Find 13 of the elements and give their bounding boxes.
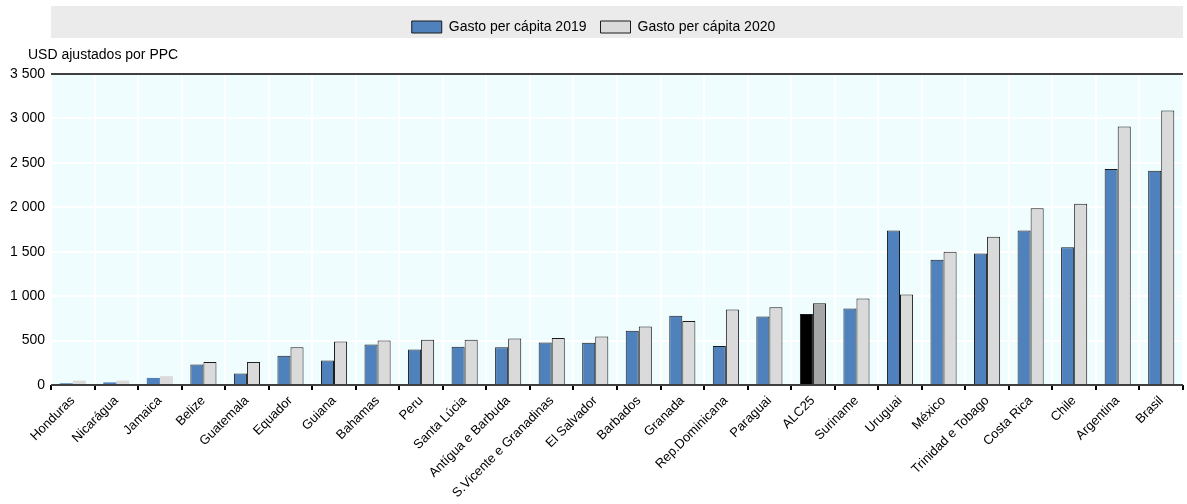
y-tick-label: 3 000 [9,109,46,126]
y-tick-label: 2 000 [9,198,46,215]
y-tick-label: 0 [37,375,46,392]
y-tick-label: 3 500 [9,64,46,81]
y-axis-title: USD ajustados por PPC [28,45,179,62]
y-tick-label: 1 500 [9,242,46,259]
legend-label: Gasto per cápita 2020 [637,17,776,34]
legend-label: Gasto per cápita 2019 [448,17,587,34]
y-tick-label: 1 000 [9,287,46,304]
y-tick-label: 500 [21,331,46,348]
y-tick-label: 2 500 [9,153,46,170]
bar [146,377,160,385]
bar [159,376,173,385]
